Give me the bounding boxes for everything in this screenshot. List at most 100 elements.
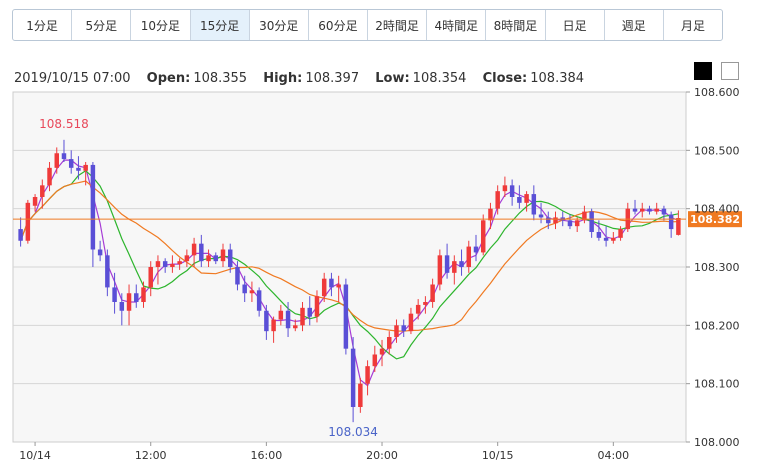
candle-body (141, 287, 146, 302)
candle-body (531, 194, 537, 215)
annotations: 108.382 108.518 108.034 (13, 117, 742, 439)
tab-60min[interactable]: 60分足 (309, 10, 369, 40)
light-theme-button[interactable] (721, 62, 739, 80)
candle-body (220, 249, 226, 262)
y-tick-label: 108.500 (694, 144, 740, 157)
timeframe-tabs: 1分足 5分足 10分足 15分足 30分足 60分足 2時間足 4時間足 8時… (12, 9, 723, 41)
candle-body (553, 217, 558, 224)
x-tick-label: 16:00 (251, 449, 283, 462)
candle-body (285, 310, 291, 329)
current-price-tag (688, 211, 742, 228)
candle-body (249, 290, 255, 294)
candle-body (495, 191, 500, 209)
candle-body (473, 246, 479, 253)
candle-body (668, 214, 674, 230)
tab-15min[interactable]: 15分足 (190, 10, 250, 40)
tab-2hour[interactable]: 2時間足 (368, 10, 428, 40)
candle-body (603, 237, 609, 241)
candle-body (661, 208, 667, 215)
high-value: 108.397 (305, 71, 360, 86)
candle-body (227, 249, 233, 267)
x-tick-label: 20:00 (366, 449, 398, 462)
candle-body (199, 243, 204, 262)
candle-body (90, 164, 96, 250)
candle-body (452, 261, 457, 273)
candle-body (271, 319, 276, 332)
tab-4hour[interactable]: 4時間足 (427, 10, 487, 40)
candle-body (264, 310, 269, 332)
dark-theme-button[interactable] (694, 62, 712, 80)
candle-body (343, 284, 349, 349)
candle-body (278, 310, 284, 320)
candle-body (350, 348, 356, 407)
candle-body (358, 383, 363, 407)
tab-8hour[interactable]: 8時間足 (486, 10, 546, 40)
candle-body (61, 153, 67, 160)
candle-body (582, 211, 587, 221)
candle-body (32, 197, 38, 206)
candle-body (502, 185, 508, 192)
tab-monthly[interactable]: 月足 (680, 18, 705, 33)
candle-body (611, 237, 616, 241)
candle-body (437, 255, 443, 285)
candle-body (618, 229, 623, 238)
candle-body (574, 220, 580, 227)
x-tick-label: 12:00 (135, 449, 167, 462)
candle-body (170, 264, 175, 267)
candle-body (112, 287, 117, 302)
tab-10min[interactable]: 10分足 (131, 10, 191, 40)
open-value: 108.355 (193, 71, 248, 86)
open-label: Open: (146, 71, 191, 86)
candle-body (596, 232, 602, 238)
candle-body (177, 261, 182, 265)
close-label: Close: (482, 71, 528, 86)
low-label: Low: (375, 71, 410, 86)
candle-body (213, 255, 219, 262)
low-annotation: 108.034 (328, 425, 378, 439)
candle-body (640, 208, 645, 212)
candle-body (647, 208, 652, 212)
candle-body (321, 278, 327, 297)
ohlc-datetime: 2019/10/15 07:00 (14, 71, 131, 86)
tab-weekly[interactable]: 週足 (605, 10, 664, 40)
candle-body (256, 290, 262, 311)
tab-1min[interactable]: 1分足 (13, 10, 73, 40)
tab-30min[interactable]: 30分足 (250, 10, 309, 40)
high-annotation: 108.518 (39, 117, 89, 131)
y-axis: 108.000 108.100 108.200 108.300 108.400 108.5… (686, 86, 740, 449)
candle-body (105, 255, 110, 288)
candle-body (126, 293, 132, 311)
candle-body (509, 185, 515, 197)
tab-daily[interactable]: 日足 (546, 10, 605, 40)
candle-body (47, 167, 52, 186)
candle-body (632, 208, 638, 212)
ohlc-readout: 2019/10/15 07:00 Open: 108.355 High: 108.3… (14, 71, 584, 86)
candle-body (589, 211, 594, 232)
candle-body (372, 354, 378, 367)
candle-body (430, 284, 435, 302)
candle-body (538, 214, 544, 218)
candle-body (329, 278, 334, 288)
tab-5min[interactable]: 5分足 (72, 10, 132, 40)
candle-body (444, 255, 450, 273)
candle-body (401, 325, 406, 332)
candle-body (459, 261, 464, 267)
candle-body (676, 218, 681, 235)
candle-body (314, 296, 320, 317)
candle-body (654, 208, 659, 212)
candle-body (68, 159, 74, 168)
candle-body (300, 307, 305, 326)
y-tick-label: 108.300 (694, 261, 740, 274)
y-tick-label: 108.100 (694, 378, 740, 391)
candle-body (466, 246, 472, 267)
x-tick-label: 10/15 (482, 449, 514, 462)
candle-body (184, 255, 190, 262)
candle-body (119, 302, 125, 311)
candle-body (415, 304, 421, 314)
candle-body (488, 208, 493, 221)
y-tick-label: 108.000 (694, 436, 740, 449)
current-price-label: 108.382 (690, 213, 740, 226)
y-tick-label: 108.600 (694, 86, 740, 99)
candle-body (134, 293, 139, 302)
candle-body (379, 348, 385, 355)
